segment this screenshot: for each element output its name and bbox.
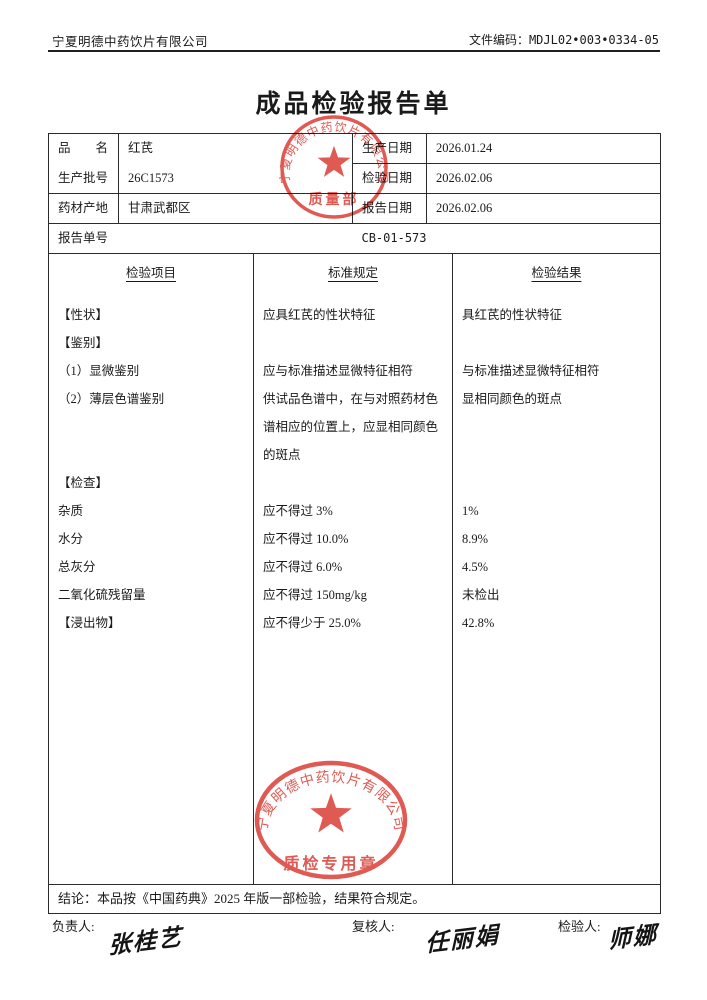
col-header-result: 检验结果 bbox=[453, 254, 660, 292]
doc-code-value: MDJL02•003•0334-05 bbox=[528, 33, 659, 47]
inspection-cell-item: 【鉴别】 bbox=[58, 336, 109, 350]
page-title: 成品检验报告单 bbox=[255, 91, 452, 118]
inspection-cell-standard: 应不得过 10.0% bbox=[263, 532, 349, 546]
reviewer-label: 复核人: bbox=[352, 919, 395, 934]
inspection-cell-result: 显相同颜色的斑点 bbox=[462, 392, 563, 406]
inspection-cell-item: （2）薄层色谱鉴别 bbox=[58, 392, 165, 406]
inspection-cell-item: 二氧化硫残留量 bbox=[58, 588, 146, 602]
responsible-signature: 张桂艺 bbox=[108, 923, 184, 960]
responsible-label: 负责人: bbox=[52, 919, 95, 934]
info-row-report-no: 报告单号 CB-01-573 bbox=[49, 224, 660, 254]
inspection-cell-result: 与标准描述显微特征相符 bbox=[462, 364, 600, 378]
inspection-cell-item: 总灰分 bbox=[58, 560, 96, 574]
inspection-cell-standard: 应不得过 6.0% bbox=[263, 560, 343, 574]
inspection-cell-item: 【性状】 bbox=[58, 308, 109, 322]
inspection-body: 【性状】【鉴别】 （1）显微鉴别 （2）薄层色谱鉴别 【检查】杂质水分总灰分二氧化硫残… bbox=[49, 292, 660, 884]
origin-label: 药材产地 bbox=[49, 194, 119, 224]
inspection-cell-standard: 应不得过 3% bbox=[263, 504, 333, 518]
inspection-cell-item: 水分 bbox=[58, 532, 84, 546]
column-items: 【性状】【鉴别】 （1）显微鉴别 （2）薄层色谱鉴别 【检查】杂质水分总灰分二氧化硫残… bbox=[49, 292, 254, 884]
inspection-cell-item: （1）显微鉴别 bbox=[58, 364, 140, 378]
company-name: 宁夏明德中药饮片有限公司 bbox=[52, 35, 209, 49]
info-row-name: 品 名 红芪 生产日期 2026.01.24 bbox=[49, 134, 660, 164]
product-name-value: 红芪 bbox=[119, 134, 353, 164]
prod-date-value: 2026.01.24 bbox=[427, 134, 660, 164]
col-header-item: 检验项目 bbox=[49, 254, 254, 292]
test-date-value: 2026.02.06 bbox=[427, 164, 660, 194]
inspection-cell-standard: 供试品色谱中，在与对照药材色谱相应的位置上，应显相同颜色的斑点 bbox=[263, 392, 439, 462]
inspection-header-row: 检验项目 标准规定 检验结果 bbox=[49, 254, 660, 292]
inspection-cell-result: 42.8% bbox=[462, 616, 495, 630]
doc-code-label: 文件编码： bbox=[468, 33, 529, 47]
inspection-cell-item: 【浸出物】 bbox=[58, 616, 121, 630]
inspection-cell-standard: 应与标准描述显微特征相符 bbox=[263, 364, 414, 378]
inspection-cell-result: 具红芪的性状特征 bbox=[462, 308, 563, 322]
inspection-cell-standard bbox=[263, 469, 443, 497]
report-table: 品 名 红芪 生产日期 2026.01.24 生产批号 26C1573 检验日期… bbox=[48, 133, 661, 914]
info-row-batch: 生产批号 26C1573 检验日期 2026.02.06 bbox=[49, 164, 660, 194]
report-date-value: 2026.02.06 bbox=[427, 194, 660, 224]
inspector-signature: 师娜 bbox=[607, 920, 659, 955]
info-row-origin: 药材产地 甘肃武都区 报告日期 2026.02.06 bbox=[49, 194, 660, 224]
inspection-cell-standard bbox=[263, 329, 443, 357]
report-no-label: 报告单号 bbox=[58, 231, 109, 245]
inspection-cell-item: 【检查】 bbox=[58, 476, 109, 490]
inspection-cell-result: 1% bbox=[462, 504, 479, 518]
conclusion-row: 结论：本品按《中国药典》2025 年版一部检验，结果符合规定。 bbox=[49, 884, 660, 913]
header-divider bbox=[48, 50, 660, 52]
col-header-standard: 标准规定 bbox=[254, 254, 453, 292]
test-date-label: 检验日期 bbox=[353, 164, 427, 194]
inspection-cell-item: 杂质 bbox=[58, 504, 84, 518]
doc-code: 文件编码：MDJL02•003•0334-05 bbox=[469, 31, 659, 48]
col-header-standard-label: 标准规定 bbox=[327, 266, 378, 280]
prod-date-label: 生产日期 bbox=[353, 134, 427, 164]
reviewer-signature: 任丽娟 bbox=[425, 921, 501, 958]
origin-value: 甘肃武都区 bbox=[119, 194, 353, 224]
inspector-label: 检验人: bbox=[558, 919, 601, 934]
inspection-cell-standard: 应不得过 150mg/kg bbox=[263, 588, 367, 602]
col-header-item-label: 检验项目 bbox=[125, 266, 176, 280]
inspection-cell-result: 8.9% bbox=[462, 532, 489, 546]
batch-value: 26C1573 bbox=[119, 164, 353, 194]
product-name-label: 品 名 bbox=[49, 134, 119, 164]
report-date-label: 报告日期 bbox=[353, 194, 427, 224]
inspection-cell-result bbox=[462, 469, 651, 497]
batch-label: 生产批号 bbox=[49, 164, 119, 194]
inspection-cell-standard: 应不得少于 25.0% bbox=[263, 616, 361, 630]
col-header-result-label: 检验结果 bbox=[531, 266, 582, 280]
inspection-cell-result: 未检出 bbox=[462, 588, 500, 602]
report-no-value: CB-01-573 bbox=[361, 231, 427, 245]
inspection-cell-result bbox=[462, 329, 651, 357]
inspection-cell-result: 4.5% bbox=[462, 560, 489, 574]
inspection-cell-standard: 应具红芪的性状特征 bbox=[263, 308, 376, 322]
column-results: 具红芪的性状特征与标准描述显微特征相符 显相同颜色的斑点 1% 8.9% 4.5% 未检出… bbox=[453, 292, 660, 884]
column-standards: 应具红芪的性状特征应与标准描述显微特征相符供试品色谱中，在与对照药材色谱相应的位… bbox=[254, 292, 453, 884]
